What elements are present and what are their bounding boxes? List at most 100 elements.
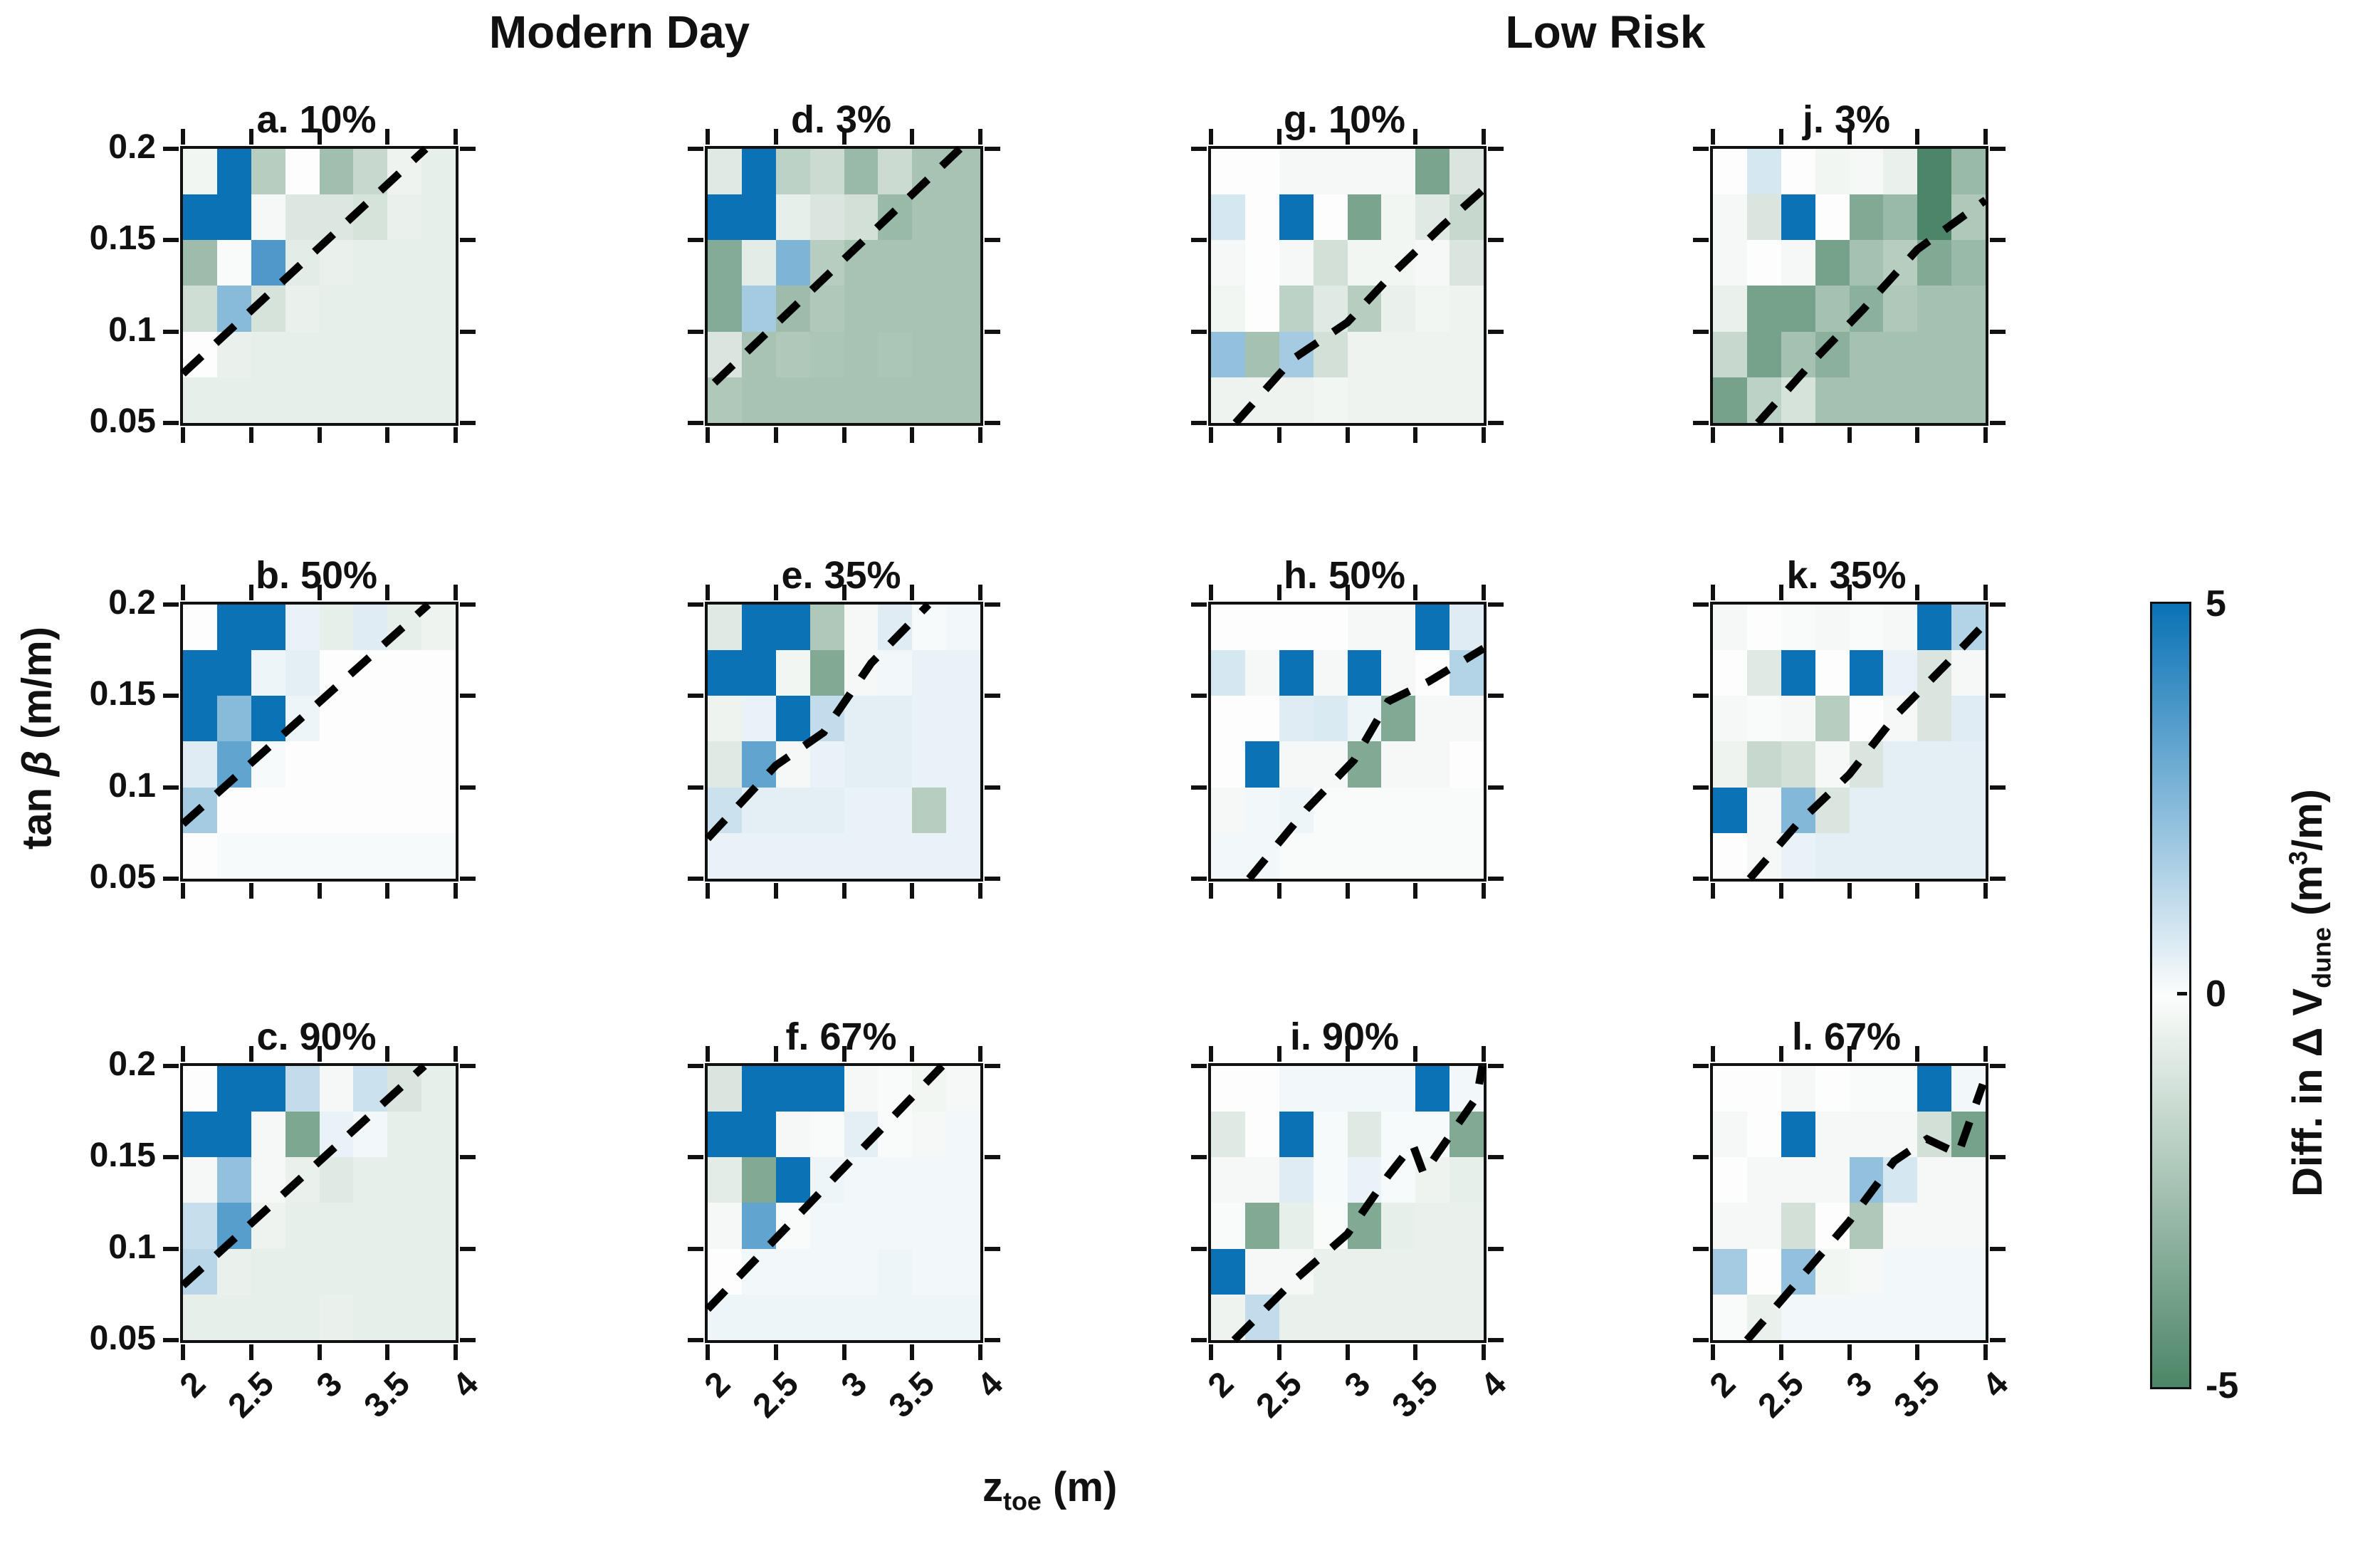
- heatmap-cell: [1815, 696, 1850, 742]
- heatmap-cell: [285, 331, 320, 377]
- subplot-title-h: h. 50%: [1283, 554, 1406, 597]
- heatmap-cell: [216, 787, 251, 833]
- axis-tick-y-right: [1488, 329, 1504, 334]
- dashed-threshold-line: [1744, 1082, 1987, 1343]
- heatmap-cell: [353, 832, 388, 879]
- dashed-threshold-line: [1755, 197, 1988, 426]
- heatmap-cell: [353, 741, 388, 788]
- heatmap-cell: [1244, 605, 1279, 651]
- heatmap-cell: [878, 1157, 913, 1203]
- axis-tick-x-top: [773, 1046, 778, 1062]
- heatmap-cell: [251, 1112, 285, 1158]
- axis-tick-x-top: [1915, 585, 1920, 600]
- heatmap-cell: [708, 1066, 742, 1112]
- heatmap-cell: [878, 1294, 913, 1340]
- axis-tick-y-left: [1693, 694, 1709, 699]
- heatmap-cell: [1211, 1248, 1245, 1295]
- axis-tick-y-left: [163, 329, 179, 334]
- heatmap-cell: [1313, 741, 1348, 788]
- axis-tick-x-bot: [910, 883, 915, 899]
- heatmap-cell: [844, 377, 879, 423]
- heatmap-cell: [775, 377, 810, 423]
- axis-tick-y-left: [1191, 1155, 1207, 1160]
- heatmap-cell: [912, 605, 947, 651]
- axis-tick-y-left: [163, 785, 179, 790]
- heatmap-cell: [1746, 286, 1781, 332]
- subplot-j: j. 3%: [1693, 98, 2006, 443]
- colorbar-title-unit-open: (m: [2284, 865, 2331, 928]
- heatmap-cell: [708, 286, 742, 332]
- heatmap-cell: [1279, 1112, 1314, 1158]
- axis-tick-x-bot: [1413, 883, 1418, 899]
- heatmap-cell: [912, 331, 947, 377]
- heatmap-cell: [1951, 149, 1986, 195]
- axis-tick-y-right: [1488, 238, 1504, 243]
- axis-tick-x-bot: [181, 427, 185, 443]
- heatmap-cell: [1347, 1294, 1382, 1340]
- heatmap-cell: [387, 377, 422, 423]
- heatmap-cell: [878, 331, 913, 377]
- heatmap-cell: [251, 240, 285, 286]
- heatmap-cell: [1951, 696, 1986, 742]
- heatmap-cell: [878, 650, 913, 696]
- heatmap-cell: [775, 149, 810, 195]
- heatmap-cell: [946, 832, 980, 879]
- heatmap-cell: [1951, 1203, 1986, 1249]
- axis-tick-x-bot: [317, 1344, 322, 1360]
- heatmap-cell: [353, 605, 388, 651]
- heatmap-cell: [421, 696, 456, 742]
- heatmap-cells: [183, 605, 456, 879]
- axis-tick-y-right: [460, 238, 476, 243]
- heatmap-cell: [1211, 1157, 1245, 1203]
- heatmap-cells: [1713, 605, 1986, 879]
- axis-tick-y-right: [1488, 147, 1504, 151]
- axis-tick-y-right: [1488, 1246, 1504, 1251]
- heatmap-cell: [775, 331, 810, 377]
- axis-tick-y-left: [163, 1155, 179, 1160]
- heatmap-cell: [1347, 787, 1382, 833]
- heatmap-cell: [1815, 377, 1850, 423]
- axis-tick-y-right: [460, 147, 476, 151]
- heatmap-cell: [775, 696, 810, 742]
- axis-tick-y-right: [1488, 877, 1504, 881]
- heatmap-cell: [878, 377, 913, 423]
- axis-tick-y-left: [688, 1246, 703, 1251]
- heatmap-cell: [912, 1203, 947, 1249]
- y-tick-label: 0.15: [89, 219, 156, 258]
- heatmap-cell: [251, 331, 285, 377]
- heatmap-cell: [741, 149, 776, 195]
- heatmap-cell: [285, 377, 320, 423]
- heatmap-cell: [216, 377, 251, 423]
- axis-tick-x-top: [1847, 129, 1852, 145]
- heatmap-cell: [319, 1066, 354, 1112]
- heatmap-cell: [1849, 605, 1884, 651]
- axis-tick-x-bot: [1778, 427, 1783, 443]
- colorbar-title-cubed: 3: [2283, 851, 2313, 866]
- heatmap-cell: [844, 1066, 879, 1112]
- heatmap-cell: [1951, 787, 1986, 833]
- axis-tick-x-top: [978, 585, 982, 600]
- heatmap-cell: [421, 1203, 456, 1249]
- heatmap-cell: [1211, 650, 1245, 696]
- heatmap-cell: [1347, 240, 1382, 286]
- axis-tick-x-bot: [1413, 1344, 1418, 1360]
- heatmap-cell: [1746, 149, 1781, 195]
- heatmap-cell: [1746, 194, 1781, 241]
- heatmap-cell: [1883, 650, 1918, 696]
- heatmap-cell: [1244, 331, 1279, 377]
- heatmap-cell: [741, 1066, 776, 1112]
- heatmap-cell: [1883, 286, 1918, 332]
- axis-tick-x-bot: [1482, 427, 1486, 443]
- axis-tick-x-top: [1915, 129, 1920, 145]
- heatmap-cell: [1347, 194, 1382, 241]
- subplot-l: l. 67% 2 2.5 3 3.5 4: [1693, 1015, 2015, 1425]
- heatmap-cell: [1415, 832, 1450, 879]
- heatmap-cell: [1883, 1248, 1918, 1295]
- axis-tick-y-left: [1693, 1155, 1709, 1160]
- axis-tick-y-right: [985, 602, 1000, 607]
- heatmap-cell: [216, 1157, 251, 1203]
- heatmap-cell: [1279, 741, 1314, 788]
- heatmap-cell: [387, 331, 422, 377]
- heatmap-cell: [809, 605, 844, 651]
- heatmap-cell: [216, 1248, 251, 1295]
